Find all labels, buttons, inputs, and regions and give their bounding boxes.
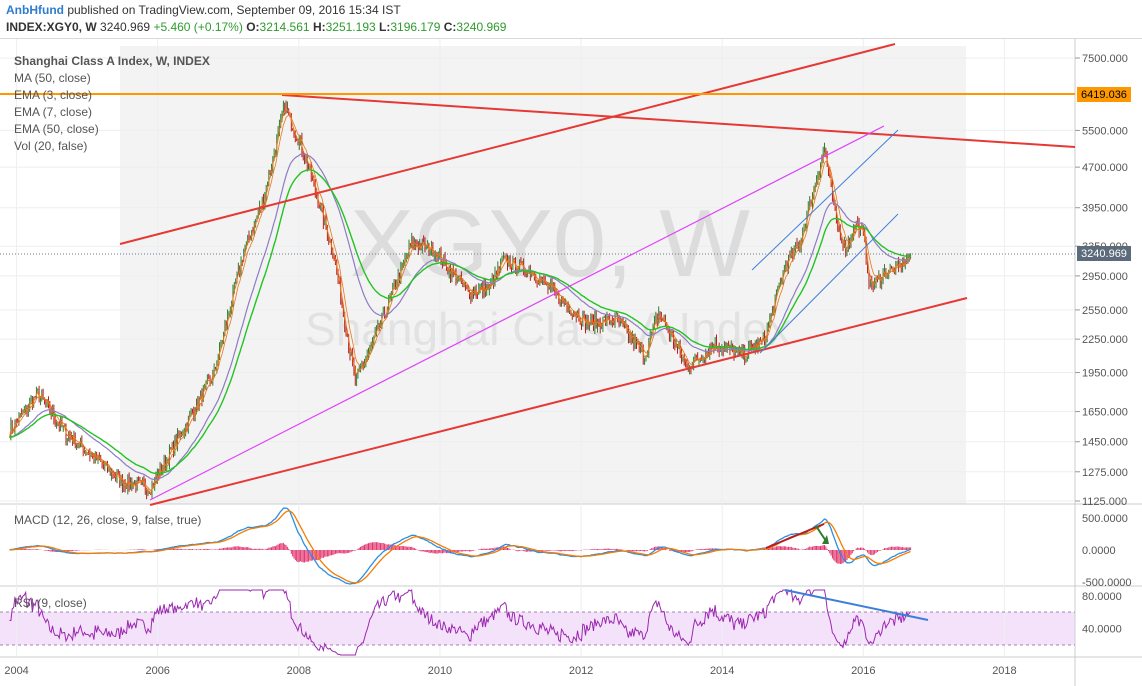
time-tick-label: 2012 <box>569 665 593 677</box>
price-tick-label: 3950.000 <box>1082 203 1128 215</box>
chart-header: AnbHfund published on TradingView.com, S… <box>0 0 1142 39</box>
macd-tick-label: 500.0000 <box>1082 513 1128 525</box>
price-tick-label: 7500.000 <box>1082 53 1128 65</box>
quote-line: INDEX:XGY0, W 3240.969 +5.460 (+0.17%) O… <box>6 20 506 34</box>
time-tick-label: 2004 <box>4 665 28 677</box>
ohlc-low: L:3196.179 <box>379 20 441 34</box>
price-change: +5.460 (+0.17%) <box>153 20 243 34</box>
last-price: 3240.969 <box>100 20 151 34</box>
macd-arrow-head <box>822 535 829 544</box>
ema-50-line <box>9 169 911 475</box>
time-tick-label: 2018 <box>992 665 1016 677</box>
symbol-label[interactable]: INDEX:XGY0, W <box>6 20 97 34</box>
price-tick-label: 1650.000 <box>1082 407 1128 419</box>
price-layer <box>9 100 912 500</box>
macd-title[interactable]: MACD (12, 26, close, 9, false, true) <box>14 513 201 527</box>
macd-arrow[interactable] <box>815 525 827 542</box>
legend-item[interactable]: Vol (20, false) <box>14 139 87 153</box>
legend-item[interactable]: Shanghai Class A Index, W, INDEX <box>14 54 210 68</box>
rsi-title[interactable]: RSI (9, close) <box>14 596 87 610</box>
macd-trendline[interactable] <box>765 523 825 549</box>
price-tick-label: 1275.000 <box>1082 467 1128 479</box>
ohlc-close: C:3240.969 <box>443 20 507 34</box>
legend-item[interactable]: EMA (50, close) <box>14 122 99 136</box>
resistance-line[interactable] <box>281 94 1076 148</box>
blue-trendline-lower[interactable] <box>759 213 899 354</box>
ohlc-high: H:3251.193 <box>312 20 376 34</box>
price-tick-label: 1125.000 <box>1082 496 1127 508</box>
price-tick-label: 2950.000 <box>1082 271 1128 283</box>
lower-channel-line[interactable] <box>149 297 968 506</box>
macd-tick-label: -500.0000 <box>1082 577 1132 589</box>
level-badge <box>1077 87 1131 102</box>
time-tick-label: 2014 <box>710 665 734 677</box>
macd-layer <box>9 507 912 585</box>
rsi-layer <box>9 588 911 656</box>
macd-tick-label: 0.0000 <box>1082 545 1116 557</box>
author-link[interactable]: AnbHfund <box>6 3 64 17</box>
indicator-legend: Shanghai Class A Index, W, INDEX MA (50, … <box>14 54 210 153</box>
time-tick-label: 2006 <box>145 665 169 677</box>
macd-signal-line <box>9 510 911 584</box>
magenta-trendline[interactable] <box>149 125 885 501</box>
legend-item[interactable]: MA (50, close) <box>14 71 91 85</box>
publish-info: published on TradingView.com, September … <box>67 3 401 17</box>
publish-line: AnbHfund published on TradingView.com, S… <box>6 3 401 17</box>
price-tick-label: 4700.000 <box>1082 162 1128 174</box>
blue-trendline-upper[interactable] <box>751 129 899 271</box>
legend-item[interactable]: EMA (7, close) <box>14 105 92 119</box>
time-tick-label: 2016 <box>851 665 875 677</box>
grid <box>0 39 1075 657</box>
price-tick-label: 1450.000 <box>1082 437 1128 449</box>
rsi-line <box>9 588 911 656</box>
price-axis[interactable]: 7500.0005500.0004700.0003950.0003350.000… <box>1075 53 1132 636</box>
upper-channel-line[interactable] <box>119 43 896 245</box>
price-tick-label: 2250.000 <box>1082 334 1128 346</box>
price-tick-label: 1950.000 <box>1082 368 1128 380</box>
legend-item[interactable]: EMA (3, close) <box>14 88 92 102</box>
channel-shade <box>120 46 966 504</box>
last-price-badge <box>1077 246 1131 261</box>
price-tick-label: 5500.000 <box>1082 125 1128 137</box>
ohlc-open: O:3214.561 <box>246 20 310 34</box>
rsi-tick-label: 80.0000 <box>1082 591 1122 603</box>
rsi-tick-label: 40.0000 <box>1082 624 1122 636</box>
price-tick-label: 2550.000 <box>1082 305 1128 317</box>
time-axis[interactable]: 2004 2006 2008 2010 2012 2014 2016 2018 <box>4 665 1016 677</box>
last-price-badge-text: 3240.969 <box>1081 248 1127 260</box>
level-badge-text: 6419.036 <box>1081 89 1127 101</box>
rsi-divergence-line[interactable] <box>784 589 929 621</box>
time-tick-label: 2008 <box>287 665 311 677</box>
time-tick-label: 2010 <box>428 665 452 677</box>
